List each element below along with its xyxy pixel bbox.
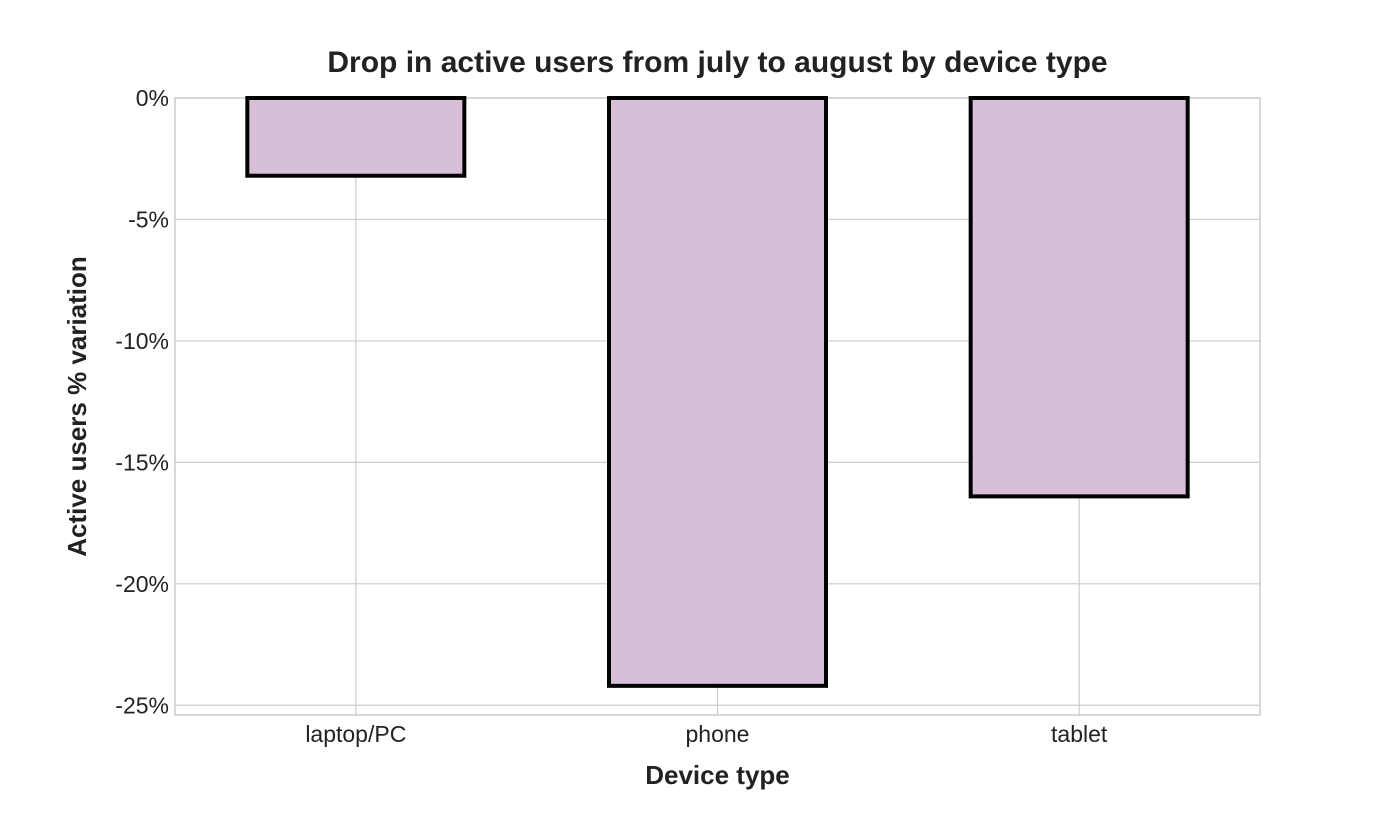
x-tick-labels: laptop/PC phone tablet — [305, 721, 1108, 747]
y-tick-label: -10% — [115, 328, 169, 354]
x-tick-label: tablet — [1051, 721, 1108, 747]
y-tick-label: -20% — [115, 571, 169, 597]
y-tick-label: 0% — [136, 85, 169, 111]
y-tick-label: -15% — [115, 449, 169, 475]
chart-title: Drop in active users from july to august… — [327, 46, 1107, 79]
y-tick-labels: 0% -5% -10% -15% -20% -25% — [115, 85, 169, 718]
y-tick-label: -25% — [115, 692, 169, 718]
y-tick-label: -5% — [128, 206, 169, 232]
bar-laptop-pc — [245, 96, 467, 178]
y-axis-label: Active users % variation — [62, 256, 92, 557]
bar-phone — [607, 96, 828, 688]
x-tick-label: laptop/PC — [305, 721, 406, 747]
x-axis-label: Device type — [645, 760, 790, 790]
bar-tablet — [968, 96, 1190, 499]
x-tick-label: phone — [686, 721, 750, 747]
bars — [245, 96, 1190, 688]
